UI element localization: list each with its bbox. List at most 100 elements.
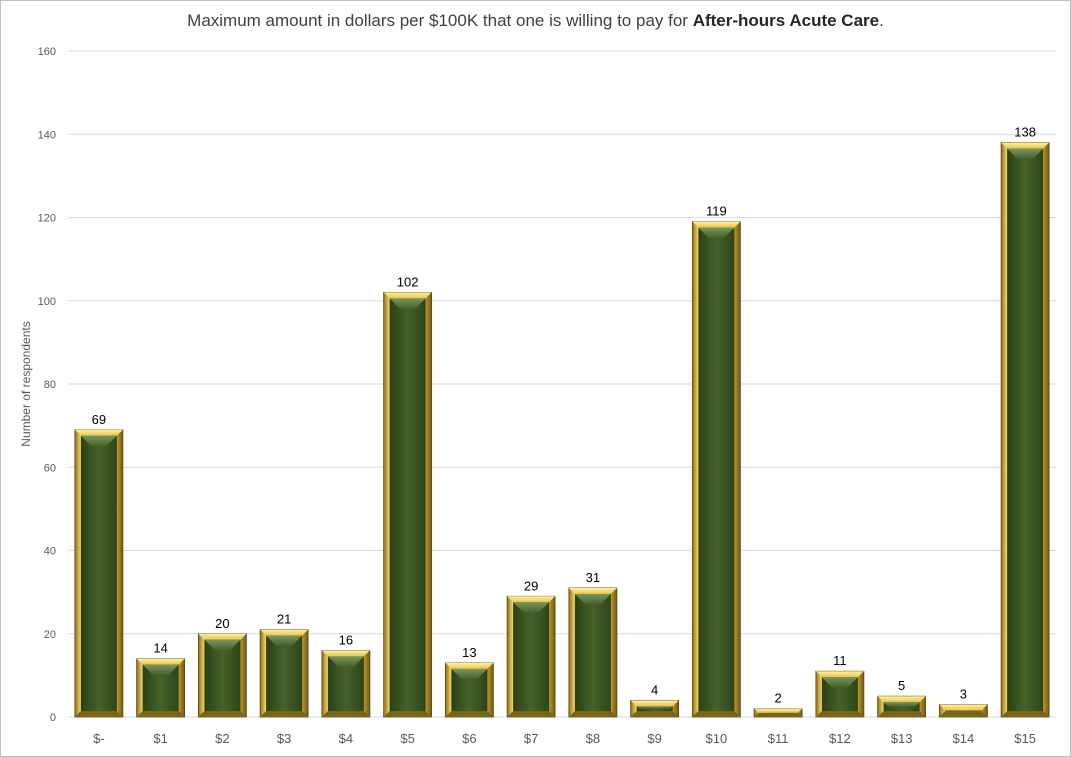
x-tick-label: $1 (153, 731, 167, 746)
bar-top-bevel (383, 292, 432, 299)
data-label: 4 (651, 682, 658, 697)
bar-bottom-bevel (198, 711, 247, 717)
x-tick-label: $15 (1014, 731, 1036, 746)
bar-face-highlight (389, 298, 426, 309)
y-tick-label: 0 (50, 712, 56, 724)
x-tick-label: $9 (647, 731, 661, 746)
bar-top-bevel (321, 650, 370, 657)
y-axis-ticks: 0 20 40 60 80 100 120 140 160 (38, 46, 56, 724)
chart-title-end: . (879, 11, 884, 30)
bar-top-bevel (754, 708, 803, 713)
y-tick-label: 160 (38, 46, 56, 58)
bar-face-highlight (142, 664, 179, 675)
data-label: 16 (339, 632, 353, 647)
data-label: 102 (397, 274, 419, 289)
data-label: 13 (462, 645, 476, 660)
bar-face (204, 639, 241, 711)
data-label: 14 (153, 641, 167, 656)
bar-face-highlight (883, 702, 920, 707)
bar-top-bevel (815, 671, 864, 678)
y-tick-label: 140 (38, 129, 56, 141)
bar-face-highlight (513, 602, 550, 613)
bar-face (266, 635, 303, 711)
bar-face (1007, 148, 1044, 711)
bar-bottom-bevel (260, 711, 309, 717)
data-label: 2 (775, 691, 782, 706)
gridlines (68, 50, 1056, 718)
bar-bottom-bevel (630, 711, 679, 717)
bar (321, 650, 371, 718)
data-label: 119 (706, 204, 727, 219)
bar-face (698, 227, 735, 711)
bar (136, 658, 186, 718)
x-tick-label: $3 (277, 731, 291, 746)
bar (506, 595, 556, 718)
x-tick-label: $10 (706, 731, 728, 746)
x-tick-label: $8 (586, 731, 600, 746)
bar (568, 587, 618, 718)
bar-top-bevel (1001, 142, 1050, 149)
bar (1000, 142, 1050, 718)
data-label: 3 (960, 687, 967, 702)
bar-face-highlight (1007, 148, 1044, 159)
y-tick-label: 40 (44, 546, 56, 558)
bar-bottom-bevel (692, 711, 741, 717)
bar-face-highlight (204, 639, 241, 650)
y-tick-label: 60 (44, 462, 56, 474)
bar (197, 633, 247, 718)
bar-bottom-bevel (445, 711, 494, 717)
bar (815, 670, 865, 718)
x-tick-label: $5 (400, 731, 414, 746)
x-tick-label: $2 (215, 731, 229, 746)
bar-bottom-bevel (815, 711, 864, 717)
data-label: 5 (898, 678, 905, 693)
bar (383, 292, 433, 718)
bar (753, 708, 803, 718)
bar-face-highlight (451, 668, 488, 679)
chart-title-bold: After-hours Acute Care (692, 11, 880, 30)
bar-face-highlight (698, 227, 735, 238)
bar-top-bevel (507, 596, 556, 603)
x-tick-label: $11 (768, 731, 789, 746)
bar-face-highlight (821, 677, 858, 688)
bar-face (574, 593, 611, 711)
y-tick-label: 120 (38, 213, 56, 225)
chart-title-text: Maximum amount in dollars per $100K that… (187, 11, 693, 30)
x-tick-label: $- (93, 731, 105, 746)
bar-top-bevel (568, 587, 617, 594)
bar-top-bevel (630, 700, 679, 707)
x-tick-label: $14 (953, 731, 975, 746)
x-tick-label: $12 (829, 731, 851, 746)
bar-face-highlight (574, 593, 611, 604)
bars (74, 142, 1050, 718)
bar (74, 429, 124, 718)
bar-face (513, 602, 550, 711)
x-tick-label: $4 (339, 731, 353, 746)
bar (444, 662, 494, 718)
y-tick-label: 20 (44, 629, 56, 641)
x-tick-label: $6 (462, 731, 476, 746)
bar-face-highlight (266, 635, 303, 646)
bar-face (80, 435, 117, 711)
bar-bottom-bevel (383, 711, 432, 717)
bar (691, 221, 741, 718)
bar-top-bevel (939, 704, 988, 711)
data-label: 69 (92, 412, 106, 427)
x-tick-label: $13 (891, 731, 913, 746)
bar-bottom-bevel (754, 712, 803, 717)
bar-bottom-bevel (568, 711, 617, 717)
data-label: 20 (215, 616, 229, 631)
bar-bottom-bevel (1001, 711, 1050, 717)
bar-face-highlight (636, 706, 673, 709)
bar-top-bevel (198, 633, 247, 640)
bar-top-bevel (136, 658, 185, 665)
y-tick-label: 80 (44, 379, 56, 391)
y-tick-label: 100 (38, 296, 56, 308)
bar-top-bevel (74, 429, 123, 436)
bar-bottom-bevel (74, 711, 123, 717)
bar-bottom-bevel (939, 711, 988, 717)
bar (938, 704, 988, 718)
bar-top-bevel (260, 629, 309, 636)
data-label: 21 (277, 612, 291, 627)
